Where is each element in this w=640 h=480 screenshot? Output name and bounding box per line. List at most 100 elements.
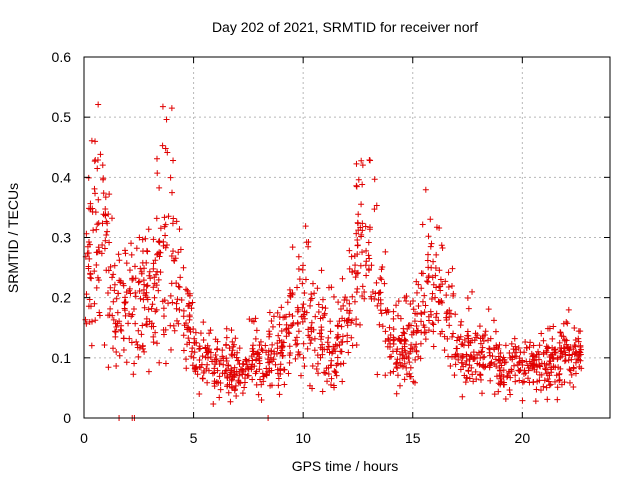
data-point (462, 379, 469, 386)
data-point (538, 330, 545, 337)
data-point (343, 297, 350, 304)
data-point (253, 356, 260, 363)
data-point (172, 255, 179, 262)
data-point (185, 300, 192, 307)
data-point (511, 349, 518, 356)
data-point (381, 280, 388, 287)
data-point (136, 278, 143, 285)
data-point (530, 356, 537, 363)
data-point (223, 341, 230, 348)
data-point (267, 354, 274, 361)
data-point (275, 332, 282, 339)
data-point (415, 303, 422, 310)
data-point (99, 242, 106, 249)
data-point (111, 262, 118, 269)
data-point (359, 249, 366, 256)
data-point (522, 370, 529, 377)
data-point (516, 377, 523, 384)
data-point (258, 381, 265, 388)
data-point (469, 371, 476, 378)
data-point (92, 138, 99, 145)
data-point (175, 249, 182, 256)
data-point (400, 352, 407, 359)
data-point (371, 295, 378, 302)
data-point (354, 236, 361, 243)
data-point (91, 185, 98, 192)
data-point (371, 206, 378, 213)
data-point (341, 317, 348, 324)
data-point (485, 337, 492, 344)
data-point (537, 387, 544, 394)
data-point (540, 383, 547, 390)
data-point (349, 342, 356, 349)
data-point (114, 309, 121, 316)
data-point (212, 361, 219, 368)
data-point (107, 305, 114, 312)
data-point (387, 369, 394, 376)
data-point (556, 339, 563, 346)
data-point (145, 306, 152, 313)
data-point (394, 356, 401, 363)
data-point (390, 315, 397, 322)
data-point (325, 343, 332, 350)
data-point (299, 280, 306, 287)
data-point (412, 310, 419, 317)
data-point (556, 376, 563, 383)
data-point (300, 340, 307, 347)
data-point (418, 285, 425, 292)
data-point (144, 248, 151, 255)
data-point (507, 391, 514, 398)
data-point (239, 360, 246, 367)
data-point (196, 343, 203, 350)
data-point (244, 365, 251, 372)
data-point (444, 335, 451, 342)
data-point (430, 258, 437, 265)
data-point (390, 326, 397, 333)
data-point (173, 317, 180, 324)
data-point (354, 269, 361, 276)
data-point (365, 252, 372, 259)
data-point (332, 369, 339, 376)
data-point (228, 351, 235, 358)
data-point (180, 307, 187, 314)
data-point (410, 306, 417, 313)
data-point (433, 310, 440, 317)
data-point (301, 315, 308, 322)
data-point (329, 348, 336, 355)
data-point (151, 280, 158, 287)
data-point (95, 220, 102, 227)
data-point (319, 304, 326, 311)
data-point (374, 371, 381, 378)
data-point (363, 272, 370, 279)
data-point (427, 216, 434, 223)
data-point (130, 371, 137, 378)
data-point (480, 354, 487, 361)
data-point (268, 382, 275, 389)
data-point (430, 328, 437, 335)
data-point (486, 364, 493, 371)
data-point (144, 321, 151, 328)
data-point (131, 263, 138, 270)
data-point (230, 343, 237, 350)
data-point (270, 356, 277, 363)
data-point (309, 363, 316, 370)
data-point (192, 329, 199, 336)
data-point (407, 345, 414, 352)
data-point (317, 315, 324, 322)
data-point (485, 306, 492, 313)
data-point (156, 359, 163, 366)
data-point (425, 327, 432, 334)
x-tick-label: 5 (190, 430, 198, 446)
data-point (401, 294, 408, 301)
data-point (269, 323, 276, 330)
data-point (219, 347, 226, 354)
data-point (133, 245, 140, 252)
data-point (302, 223, 309, 230)
data-point (321, 312, 328, 319)
data-point (410, 378, 417, 385)
data-point (516, 358, 523, 365)
data-point (111, 281, 118, 288)
data-point (96, 312, 103, 319)
data-point (302, 276, 309, 283)
data-point (106, 239, 113, 246)
